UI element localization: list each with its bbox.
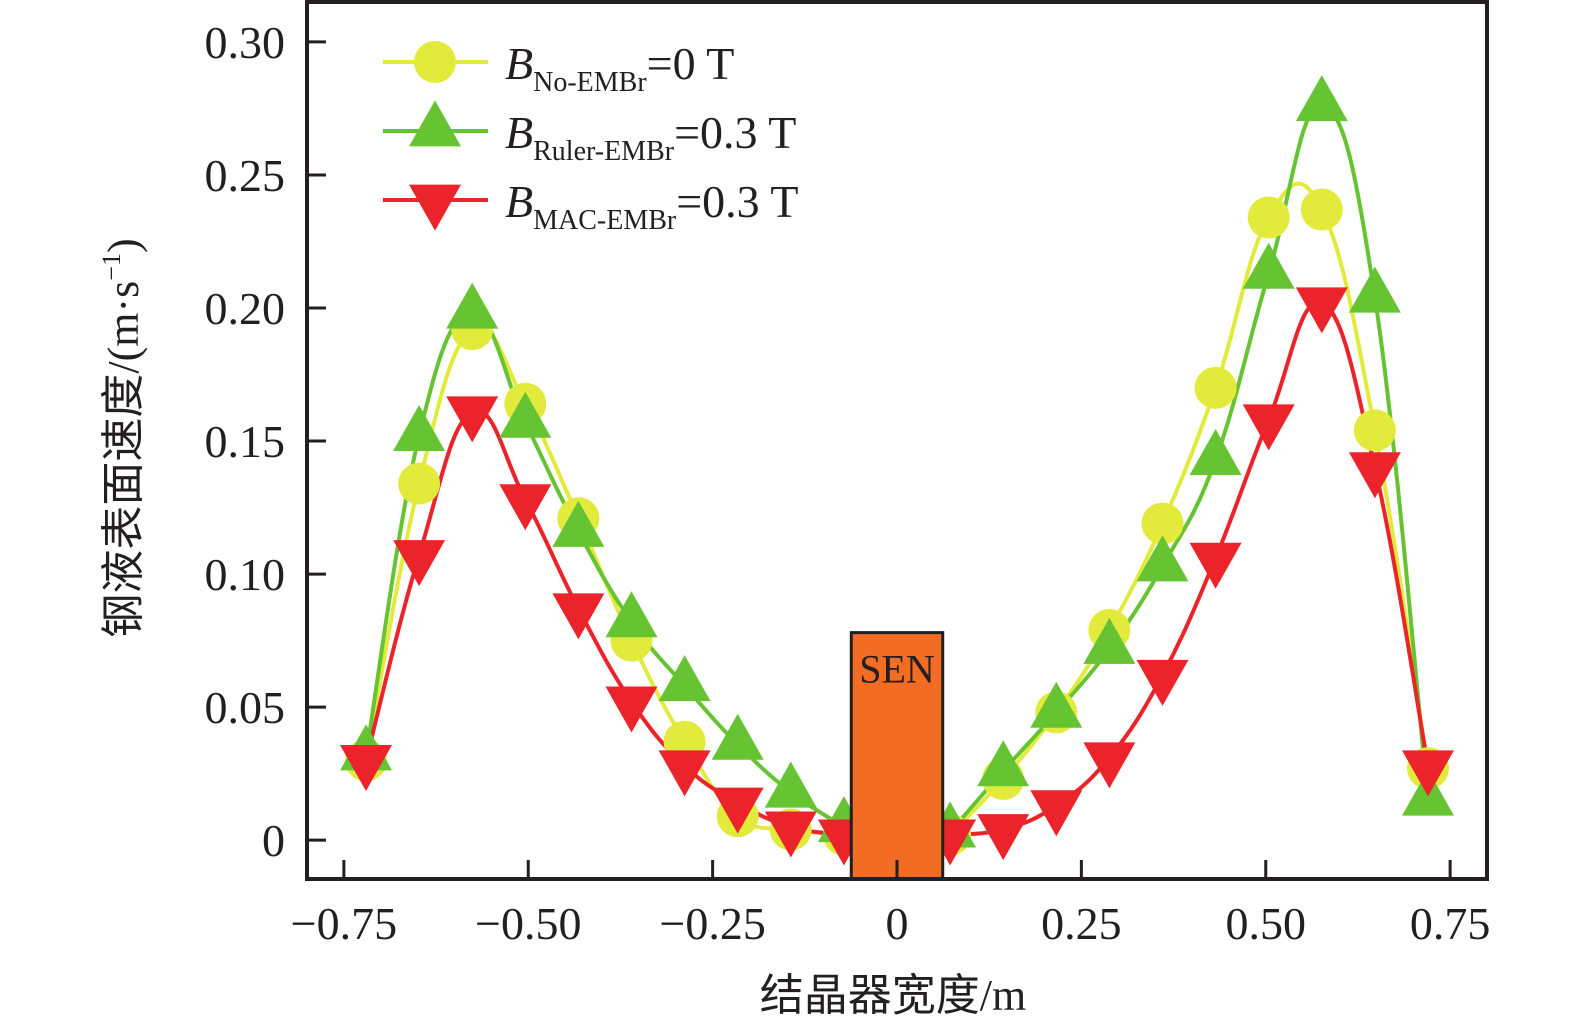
x-tick-label: −0.25 <box>659 898 765 949</box>
data-point-series-2 <box>1136 535 1189 582</box>
data-point-series-3 <box>340 744 392 791</box>
data-point-series-3 <box>658 750 711 797</box>
data-point-series-2 <box>658 655 711 702</box>
legend-suffix: =0.3 T <box>676 176 798 227</box>
legend-symbol: B <box>505 107 533 158</box>
y-tick-label: 0.20 <box>205 283 286 334</box>
legend-item: BMAC-EMBr=0.3 T <box>383 176 798 236</box>
data-point-series-1 <box>1141 502 1184 545</box>
data-point-series-3 <box>1189 542 1242 589</box>
data-point-series-2 <box>499 391 552 438</box>
data-point-series-3 <box>393 540 446 587</box>
data-point-series-1 <box>1353 409 1396 452</box>
y-tick-label: 0.25 <box>205 150 286 201</box>
data-point-series-3 <box>1402 750 1454 797</box>
series-line-2-left <box>364 311 845 829</box>
data-point-series-2 <box>1242 242 1295 289</box>
legend-item: BRuler-EMBr=0.3 T <box>383 100 796 167</box>
data-point-series-2 <box>977 740 1030 787</box>
data-point-series-3 <box>764 811 817 858</box>
data-point-series-3 <box>552 593 605 640</box>
y-tick-label: 0 <box>262 815 285 866</box>
legend-symbol: B <box>505 38 533 89</box>
x-tick-label: −0.75 <box>291 898 397 949</box>
legend-marker-triangle-down <box>409 184 461 231</box>
data-point-series-2 <box>446 282 499 329</box>
data-point-series-2 <box>1030 681 1083 728</box>
series-line-2-right <box>948 103 1430 834</box>
data-point-series-2 <box>1295 75 1348 122</box>
x-tick-label: −0.50 <box>475 898 581 949</box>
y-axis-title-sup: −1 <box>97 253 126 281</box>
data-point-series-2 <box>605 591 658 638</box>
data-point-series-3 <box>1242 404 1295 451</box>
x-axis-title: 结晶器宽度/m <box>760 971 1026 1020</box>
data-point-series-3 <box>1295 287 1348 334</box>
legend-subscript: MAC-EMBr <box>533 205 677 236</box>
data-point-series-3 <box>605 686 658 733</box>
legend-label: BMAC-EMBr=0.3 T <box>505 176 798 236</box>
legend-suffix: =0 T <box>647 38 735 89</box>
x-tick-label: 0 <box>886 898 909 949</box>
legend-item: BNo-EMBr=0 T <box>383 38 734 98</box>
data-point-series-3 <box>1083 742 1136 789</box>
data-point-series-2 <box>711 713 764 760</box>
y-axis-title: 钢液表面速度/(m·s−1) <box>97 238 148 637</box>
data-point-series-3 <box>977 814 1030 861</box>
data-point-series-3 <box>711 787 764 834</box>
legend-label: BNo-EMBr=0 T <box>505 38 734 98</box>
x-tick-label: 0.25 <box>1041 898 1122 949</box>
legend-suffix: =0.3 T <box>674 107 796 158</box>
x-tick-label: 0.75 <box>1410 898 1491 949</box>
legend-marker-circle <box>414 41 456 83</box>
y-tick-label: 0.30 <box>205 17 286 68</box>
y-tick-label: 0.05 <box>205 682 286 733</box>
legend-subscript: No-EMBr <box>533 67 647 98</box>
y-axis-title-close: ) <box>99 238 148 253</box>
data-point-series-1 <box>398 462 441 505</box>
data-point-series-3 <box>1030 790 1083 837</box>
data-point-series-2 <box>552 500 605 547</box>
legend-subscript: Ruler-EMBr <box>533 136 675 167</box>
data-point-series-2 <box>1189 428 1242 475</box>
legend-marker-triangle-up <box>409 100 461 147</box>
data-point-series-3 <box>1348 452 1401 499</box>
data-point-series-3 <box>499 484 552 531</box>
data-point-series-1 <box>1247 196 1290 239</box>
data-point-series-1 <box>1194 366 1237 409</box>
data-point-series-2 <box>1348 266 1401 313</box>
data-point-series-2 <box>393 405 446 452</box>
data-point-series-3 <box>1136 659 1189 706</box>
x-tick-label: 0.50 <box>1226 898 1307 949</box>
x-axis: −0.75 −0.50 −0.25 0 0.25 0.50 0.75 <box>291 860 1491 949</box>
y-axis: 0 0.05 0.10 0.15 0.20 0.25 0.30 <box>205 17 326 866</box>
y-tick-label: 0.15 <box>205 416 286 467</box>
data-point-series-1 <box>1300 188 1343 231</box>
y-tick-label: 0.10 <box>205 549 286 600</box>
sen-annotation: SEN <box>849 631 945 881</box>
sen-label: SEN <box>859 647 935 692</box>
y-axis-title-main: 钢液表面速度/(m·s <box>99 281 148 638</box>
data-point-series-2 <box>1083 617 1136 664</box>
legend-symbol: B <box>505 176 533 227</box>
legend-label: BRuler-EMBr=0.3 T <box>505 107 796 167</box>
series-line-1-right <box>948 181 1430 837</box>
data-point-series-2 <box>764 761 817 808</box>
data-point-series-3 <box>446 396 499 443</box>
series-markers <box>340 75 1454 866</box>
